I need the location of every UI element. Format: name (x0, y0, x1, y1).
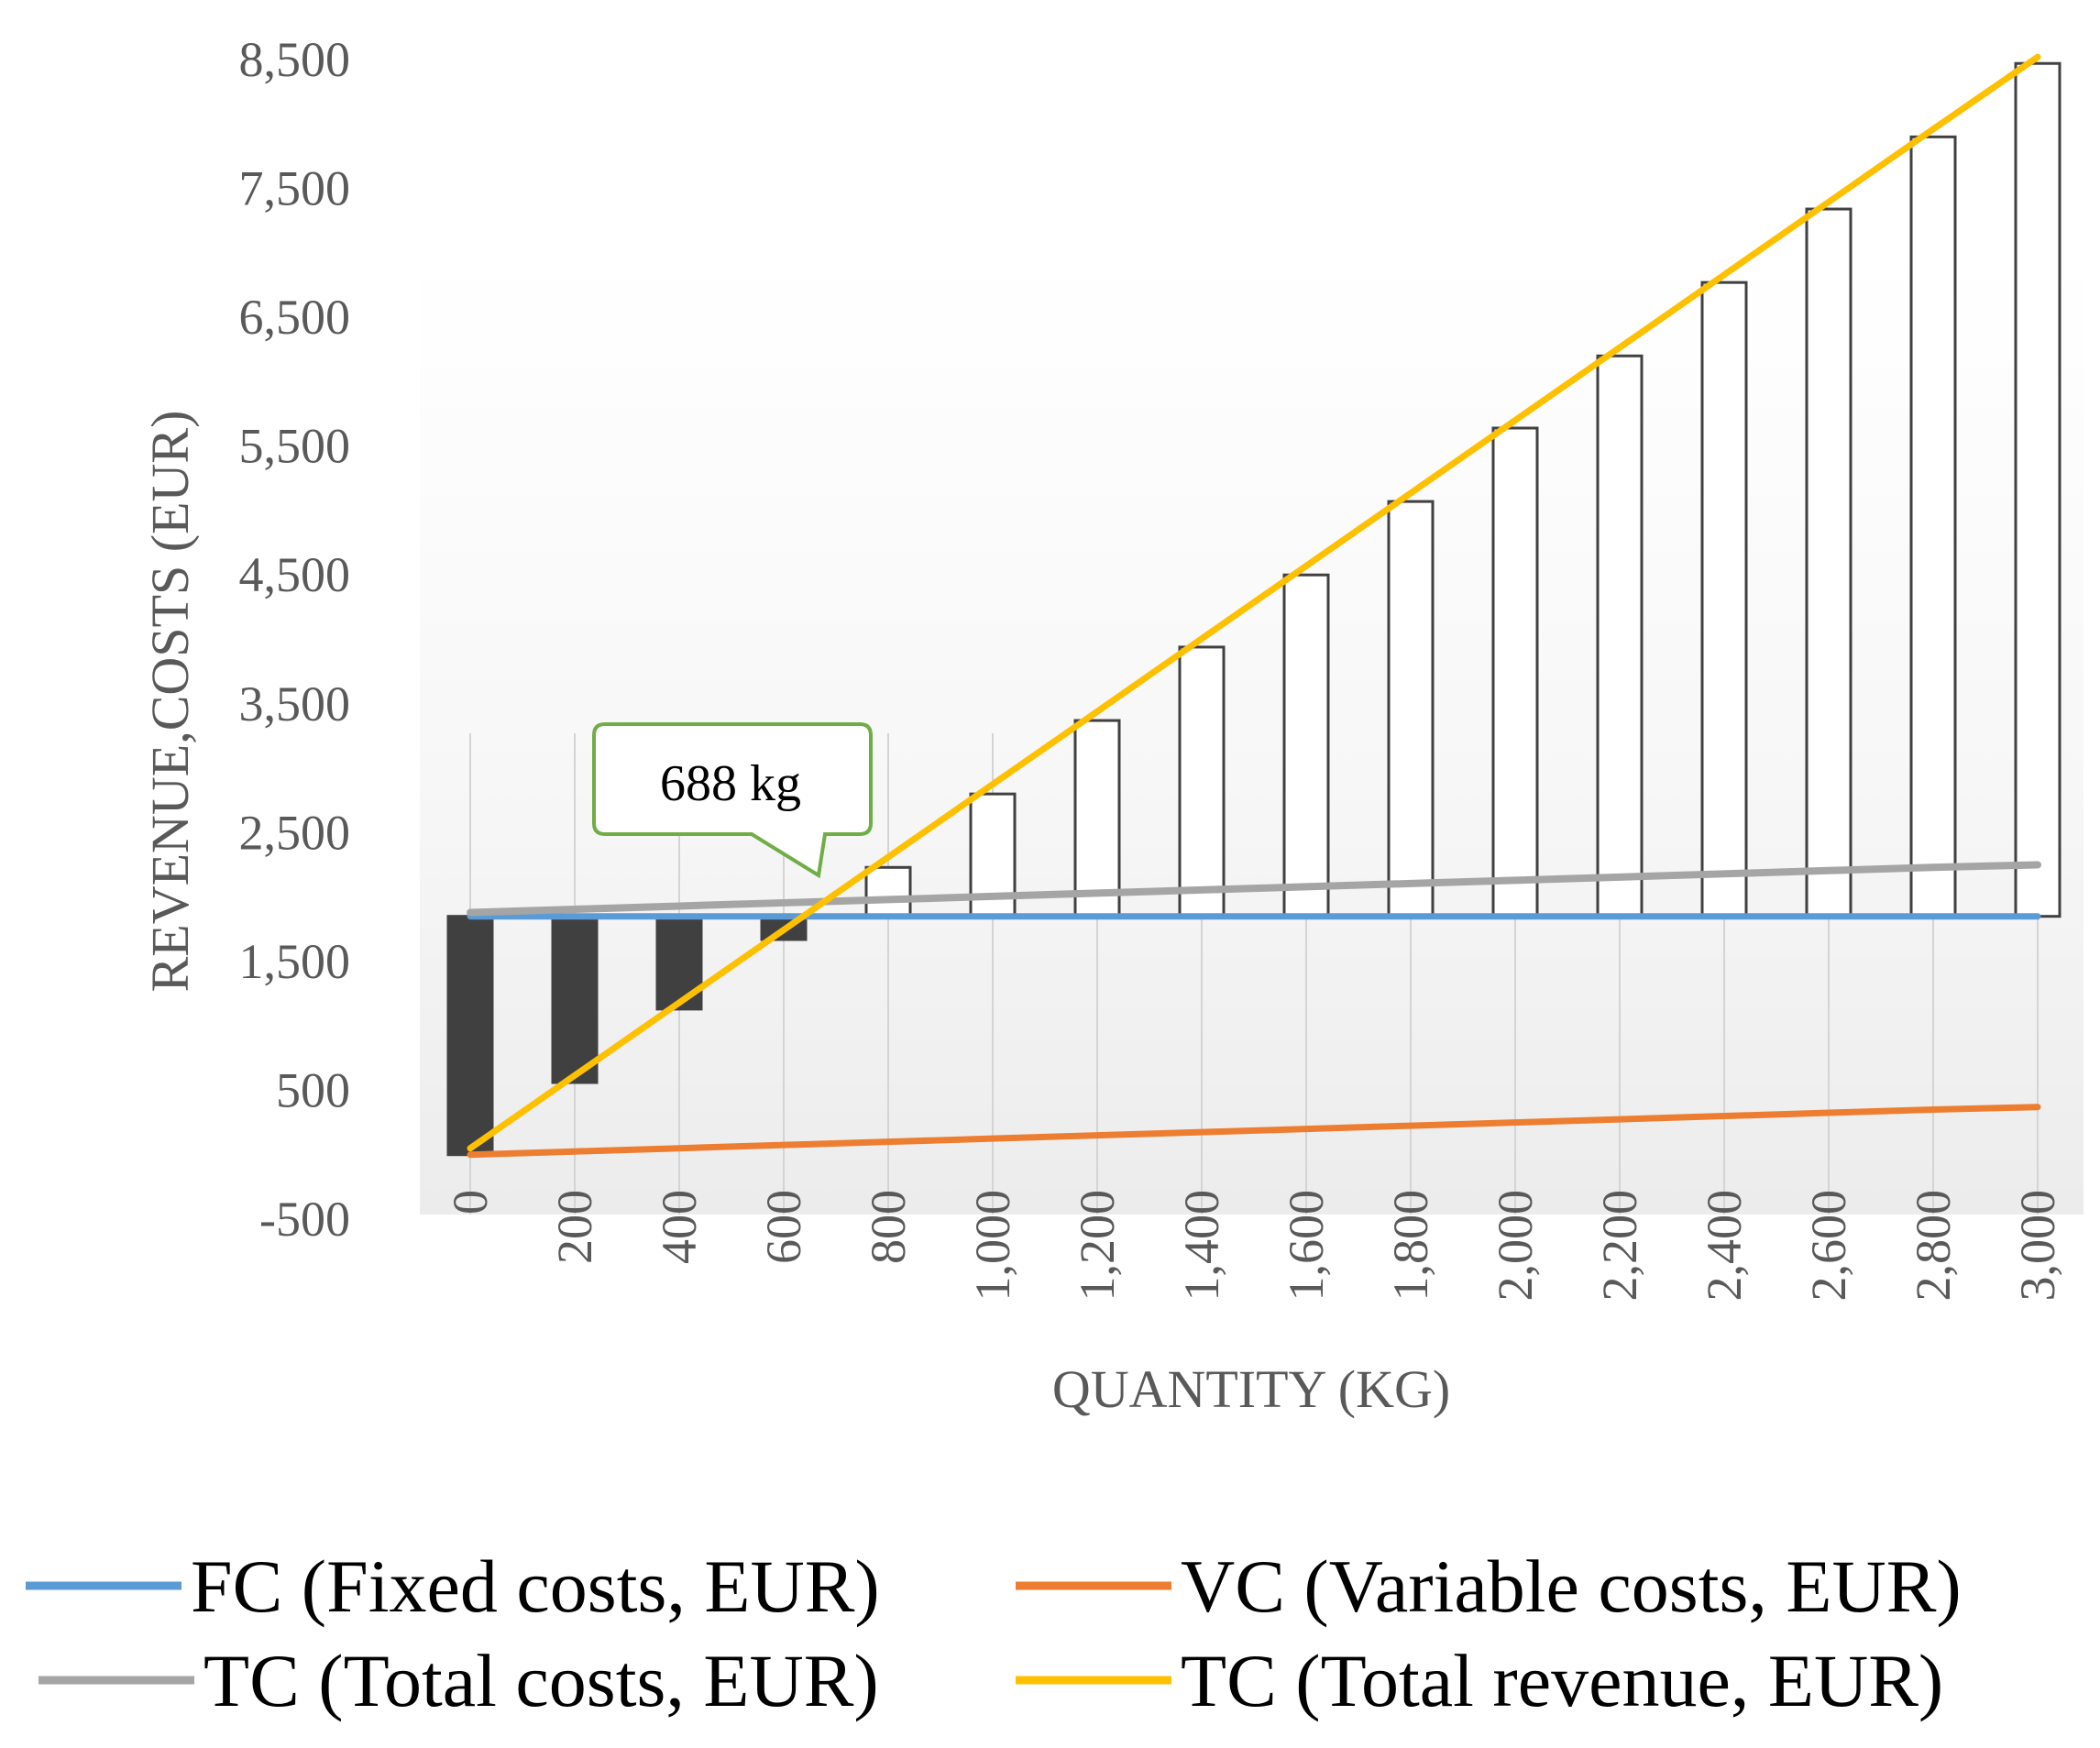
profit-bar (2014, 61, 2062, 918)
profit-bar (1178, 645, 1226, 918)
x-tick-label: 800 (861, 1190, 916, 1264)
profit-bar (551, 915, 599, 1084)
y-axis-ticks: -500 500 1,500 2,500 3,500 4,500 5,500 6,500 7,5… (239, 32, 351, 1247)
y-tick-label: 1,500 (239, 934, 351, 989)
y-axis-title: REVENUE,COSTS (EUR) (140, 411, 200, 993)
series-line (467, 53, 2041, 1152)
y-tick-label: 2,500 (239, 805, 351, 860)
x-tick-label: 1,200 (1070, 1190, 1125, 1302)
profit-bar (864, 865, 912, 918)
profit-bar (1282, 573, 1330, 918)
profit-bar (446, 915, 494, 1157)
x-axis-ticks: 0 200 400 600 800 1,000 1,200 1,400 1,600 1,800 2,… (443, 1190, 2065, 1302)
y-tick-label: 500 (276, 1062, 350, 1117)
legend-label-vc: VC (Variable costs, EUR) (1181, 1545, 1962, 1628)
profit-bar (1909, 135, 1957, 918)
x-tick-label: 2,400 (1697, 1190, 1752, 1302)
x-tick-label: 2,000 (1488, 1190, 1543, 1302)
profit-bar (1805, 207, 1853, 918)
legend-label-tr: TC (Total revenue, EUR) (1181, 1639, 1943, 1722)
x-tick-label: 1,600 (1279, 1190, 1334, 1302)
legend-label-tc: TC (Total costs, EUR) (203, 1639, 879, 1722)
profit-bar (1387, 500, 1435, 918)
x-tick-label: 1,800 (1383, 1190, 1438, 1302)
x-tick-label: 400 (652, 1190, 707, 1264)
x-tick-label: 2,200 (1592, 1190, 1647, 1302)
break-even-callout: 688 kg (592, 722, 873, 879)
x-tick-label: 2,800 (1906, 1190, 1961, 1302)
series-lines (467, 53, 2041, 1159)
profit-bar (1596, 354, 1644, 918)
profit-bar (1491, 426, 1539, 918)
y-tick-label: 5,500 (239, 419, 351, 474)
y-tick-label: -500 (259, 1192, 350, 1247)
x-tick-label: 0 (443, 1190, 498, 1215)
x-tick-label: 1,000 (965, 1190, 1020, 1302)
callout-shape (592, 722, 873, 879)
x-tick-label: 2,600 (1801, 1190, 1856, 1302)
x-tick-label: 3,000 (2010, 1190, 2065, 1302)
callout-label: 688 kg (660, 755, 801, 812)
y-tick-label: 6,500 (239, 290, 351, 345)
series-line (467, 1104, 2041, 1159)
series-line (467, 861, 2041, 917)
y-tick-label: 7,500 (239, 161, 351, 216)
legend: FC (Fixed costs, EUR) VC (Variable costs… (26, 1545, 1962, 1722)
legend-label-fc: FC (Fixed costs, EUR) (191, 1545, 880, 1628)
x-tick-label: 200 (547, 1190, 602, 1264)
profit-bar (1073, 719, 1121, 918)
y-tick-label: 4,500 (239, 547, 351, 602)
y-tick-label: 8,500 (239, 32, 351, 87)
x-axis-title: QUANTITY (KG) (1052, 1359, 1450, 1419)
profit-bar (1700, 280, 1748, 918)
y-tick-label: 3,500 (239, 676, 351, 731)
x-tick-label: 1,400 (1174, 1190, 1229, 1302)
x-tick-label: 600 (756, 1190, 811, 1264)
